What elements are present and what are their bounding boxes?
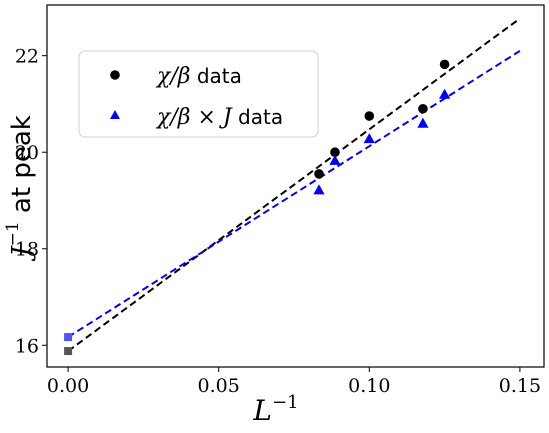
y-axis-label-suffix: at peak (7, 115, 37, 221)
data-points (64, 59, 451, 356)
data-point-series-1 (363, 133, 375, 144)
x-tick-label: 0.10 (348, 375, 390, 397)
data-point-series-0 (418, 103, 428, 114)
y-tick-label: 16 (15, 335, 39, 357)
x-tick-label: 0.05 (198, 375, 240, 397)
data-point-series-1 (313, 184, 325, 195)
plot-frame (46, 4, 545, 368)
x-axis-label: L−1 (252, 392, 298, 427)
data-point-series-0 (314, 169, 324, 179)
x-tick-label: 0.15 (499, 375, 541, 397)
data-point-series-1 (439, 88, 451, 99)
y-tick-label: 18 (15, 239, 39, 261)
legend: χ/β data χ/β × J data (78, 50, 319, 138)
y-tick-label: 20 (15, 142, 39, 164)
fit-line-series-0 (67, 17, 521, 352)
legend-entry-chi-over-beta-times-j: χ/β × J data (155, 105, 283, 130)
data-point-series-0 (439, 59, 450, 70)
y-axis-ticks: 16 18 20 22 (15, 46, 47, 357)
data-point-series-1 (417, 117, 429, 128)
extrapolated-point-series-1 (64, 333, 73, 342)
y-axis-label-exponent: −1 (3, 221, 23, 246)
data-point-series-1 (329, 154, 341, 165)
legend-marker-chi-over-beta-times-j (110, 110, 120, 119)
x-axis-ticks: 0.00 0.05 0.10 0.15 (47, 367, 541, 397)
x-axis-label-exponent: −1 (272, 392, 299, 413)
y-tick-label: 22 (15, 46, 39, 68)
data-point-series-0 (364, 111, 375, 121)
legend-entry-chi-over-beta: χ/β data (155, 64, 242, 89)
data-point-series-0 (330, 147, 340, 158)
legend-box (78, 50, 319, 138)
extrapolated-point-series-0 (64, 347, 73, 356)
x-tick-label: 0.00 (47, 375, 89, 397)
legend-marker-chi-over-beta (110, 70, 120, 80)
y-axis-label: J−1 at peak (3, 115, 37, 262)
